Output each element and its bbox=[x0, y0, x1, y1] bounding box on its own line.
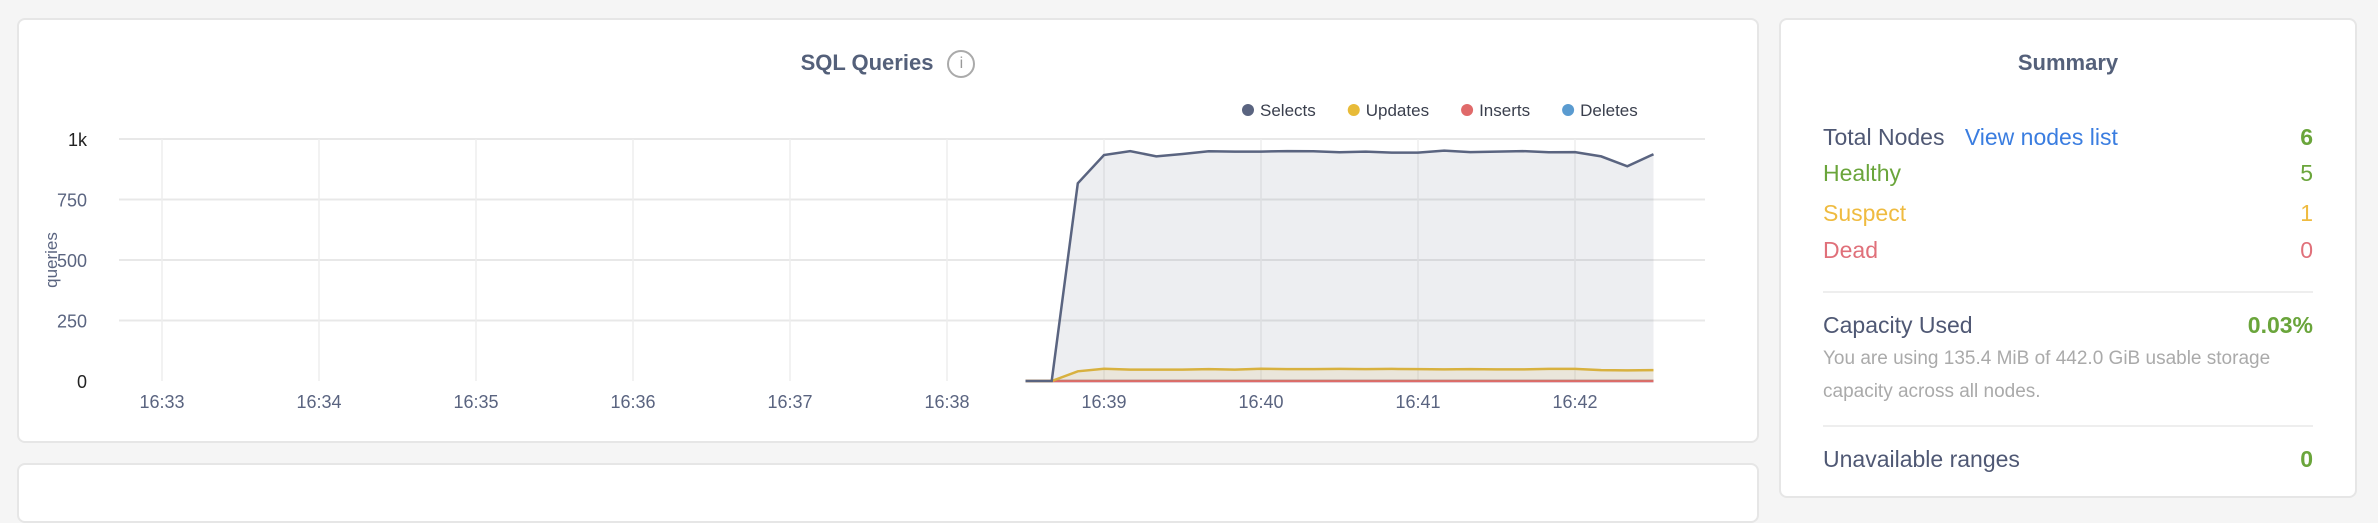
series-line-selects bbox=[1025, 149, 1655, 383]
chart-title: SQL Queries i bbox=[19, 50, 1757, 79]
legend-label-deletes: Deletes bbox=[1580, 101, 1638, 120]
x-tick-label: 16:42 bbox=[1552, 392, 1597, 412]
healthy-row: Healthy 5 bbox=[1823, 160, 2313, 187]
next-chart-card bbox=[17, 463, 1759, 523]
total-nodes-label: Total Nodes bbox=[1823, 124, 1945, 150]
x-tick-label: 16:40 bbox=[1238, 392, 1283, 412]
suspect-label: Suspect bbox=[1823, 200, 1907, 226]
y-tick-label: 750 bbox=[57, 191, 87, 211]
y-tick-label: 0 bbox=[77, 372, 87, 392]
series-line-updates bbox=[1025, 367, 1654, 383]
unavailable-row: Unavailable ranges 0 bbox=[1823, 446, 2313, 473]
y-tick-label: 1k bbox=[68, 130, 88, 150]
capacity-row: Capacity Used 0.03% bbox=[1823, 312, 2313, 339]
sql-queries-card: SQL Queries i 0 250 500 750 1k 16:33 16:34 16:35… bbox=[17, 18, 1759, 443]
y-tick-label: 500 bbox=[57, 251, 87, 271]
suspect-value: 1 bbox=[2300, 200, 2313, 226]
x-tick-label: 16:39 bbox=[1081, 392, 1126, 412]
y-axis-label: queries bbox=[42, 232, 61, 288]
total-nodes-value: 6 bbox=[2300, 124, 2313, 150]
x-tick-label: 16:36 bbox=[610, 392, 655, 412]
x-tick-label: 16:37 bbox=[767, 392, 812, 412]
legend-marker-updates bbox=[1347, 104, 1360, 116]
y-tick-label: 250 bbox=[57, 312, 87, 332]
legend-label-selects: Selects bbox=[1260, 101, 1316, 120]
legend-marker-deletes bbox=[1562, 104, 1575, 116]
summary-title: Summary bbox=[2017, 50, 2119, 75]
legend-marker-inserts bbox=[1461, 104, 1474, 116]
legend-label-inserts: Inserts bbox=[1479, 101, 1530, 120]
x-tick-label: 16:38 bbox=[924, 392, 969, 412]
summary-card: Summary Total Nodes View nodes list 6 He… bbox=[1779, 18, 2357, 498]
dead-label: Dead bbox=[1823, 237, 1878, 263]
series-area-updates bbox=[1025, 368, 1654, 381]
x-tick-label: 16:34 bbox=[296, 392, 341, 412]
healthy-label: Healthy bbox=[1823, 160, 1901, 186]
x-tick-label: 16:35 bbox=[453, 392, 498, 412]
view-nodes-link[interactable]: View nodes list bbox=[1964, 124, 2118, 150]
x-tick-label: 16:33 bbox=[139, 392, 184, 412]
divider bbox=[1823, 291, 2313, 293]
suspect-row: Suspect 1 bbox=[1823, 200, 2313, 227]
healthy-value: 5 bbox=[2300, 160, 2313, 186]
info-circle-icon[interactable]: i bbox=[947, 50, 976, 79]
capacity-label: Capacity Used bbox=[1823, 312, 1973, 338]
dead-row: Dead 0 bbox=[1823, 237, 2313, 264]
series-area-selects bbox=[1025, 150, 1654, 381]
divider bbox=[1823, 425, 2313, 427]
legend-marker-selects bbox=[1242, 104, 1254, 116]
unavailable-value: 0 bbox=[2300, 446, 2313, 472]
unavailable-label: Unavailable ranges bbox=[1823, 446, 2020, 472]
x-tick-label: 16:41 bbox=[1395, 392, 1440, 412]
legend-label-updates: Updates bbox=[1366, 101, 1429, 120]
total-nodes-row: Total Nodes View nodes list 6 bbox=[1823, 124, 2313, 151]
capacity-description: You are using 135.4 MiB of 442.0 GiB usa… bbox=[1823, 348, 2271, 402]
chart-title-text: SQL Queries bbox=[800, 50, 934, 75]
sql-queries-chart: 0 250 500 750 1k 16:33 16:34 16:35 16:36 16:37 16:… bbox=[42, 101, 1705, 412]
capacity-value: 0.03% bbox=[2247, 312, 2313, 338]
dead-value: 0 bbox=[2300, 237, 2313, 263]
